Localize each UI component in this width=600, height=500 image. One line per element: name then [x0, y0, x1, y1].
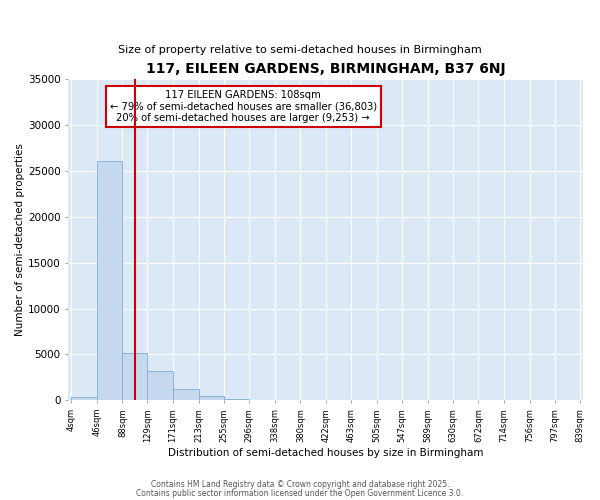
Text: Contains HM Land Registry data © Crown copyright and database right 2025.: Contains HM Land Registry data © Crown c… [151, 480, 449, 489]
Text: 117 EILEEN GARDENS: 108sqm
← 79% of semi-detached houses are smaller (36,803)
20: 117 EILEEN GARDENS: 108sqm ← 79% of semi… [110, 90, 377, 124]
Bar [199, 396, 224, 400]
Bar [148, 371, 173, 400]
Text: Contains public sector information licensed under the Open Government Licence 3.: Contains public sector information licen… [136, 488, 464, 498]
Bar [224, 398, 249, 400]
Y-axis label: Number of semi-detached properties: Number of semi-detached properties [15, 143, 25, 336]
Bar [173, 390, 199, 400]
Bar [71, 398, 97, 400]
Bar [122, 354, 148, 401]
Text: Size of property relative to semi-detached houses in Birmingham: Size of property relative to semi-detach… [118, 45, 482, 55]
Title: 117, EILEEN GARDENS, BIRMINGHAM, B37 6NJ: 117, EILEEN GARDENS, BIRMINGHAM, B37 6NJ [146, 62, 506, 76]
X-axis label: Distribution of semi-detached houses by size in Birmingham: Distribution of semi-detached houses by … [168, 448, 484, 458]
Bar [97, 160, 122, 400]
